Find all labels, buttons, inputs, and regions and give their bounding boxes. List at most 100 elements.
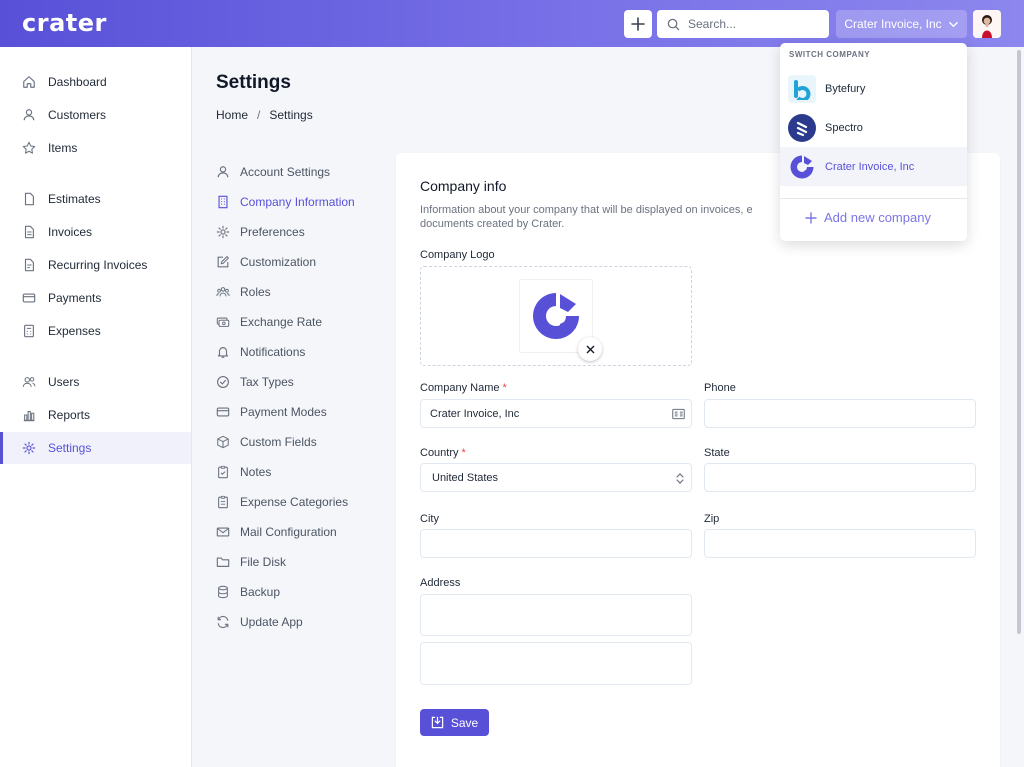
search-box[interactable]	[657, 10, 829, 38]
city-input[interactable]	[420, 529, 692, 558]
settings-menu-roles[interactable]: Roles	[216, 282, 271, 302]
user-avatar[interactable]	[973, 10, 1001, 38]
settings-menu-label: Update App	[240, 615, 303, 629]
settings-menu-exchange-rate[interactable]: Exchange Rate	[216, 312, 322, 332]
settings-menu-custom-fields[interactable]: Custom Fields	[216, 432, 317, 452]
sidebar-item-settings[interactable]: Settings	[0, 432, 191, 464]
sidebar-item-label: Invoices	[48, 225, 93, 239]
sidebar-item-dashboard[interactable]: Dashboard	[0, 66, 191, 98]
app-logo[interactable]: crater	[22, 9, 107, 37]
chart-bar-icon	[23, 410, 35, 422]
breadcrumb: Home / Settings	[216, 108, 313, 122]
settings-menu-label: File Disk	[240, 555, 287, 569]
add-new-company-button[interactable]: Add new company	[805, 210, 931, 225]
plus-icon	[631, 17, 645, 31]
settings-menu-tax-types[interactable]: Tax Types	[216, 372, 294, 392]
breadcrumb-current: Settings	[269, 108, 313, 122]
sidebar-item-users[interactable]: Users	[0, 366, 191, 398]
cube-icon	[217, 435, 229, 449]
sidebar-item-label: Payments	[48, 291, 102, 305]
settings-menu-payment-modes[interactable]: Payment Modes	[216, 402, 327, 422]
phone-input[interactable]	[704, 399, 976, 428]
settings-menu-label: Customization	[240, 255, 317, 269]
top-header: crater Crater Invoice, Inc	[0, 0, 1024, 47]
settings-menu-file-disk[interactable]: File Disk	[216, 552, 286, 572]
document-icon	[24, 192, 34, 206]
company-option-label: Spectro	[825, 121, 863, 134]
zip-input[interactable]	[704, 529, 976, 558]
plus-icon	[805, 211, 817, 224]
user-icon	[23, 109, 35, 121]
settings-menu-company-information[interactable]: Company Information	[216, 192, 355, 212]
settings-menu-customization[interactable]: Customization	[216, 252, 316, 272]
bytefury-logo-icon	[794, 79, 811, 100]
sidebar-item-customers[interactable]: Customers	[0, 99, 191, 131]
spectro-logo-icon	[796, 121, 808, 136]
clipboard-list-icon	[218, 495, 228, 509]
state-input[interactable]	[704, 463, 976, 492]
dropdown-divider	[780, 198, 967, 199]
crater-logo-icon	[790, 155, 814, 178]
add-new-company-label: Add new company	[824, 210, 931, 225]
settings-menu-preferences[interactable]: Preferences	[216, 222, 305, 242]
sidebar-item-reports[interactable]: Reports	[0, 399, 191, 431]
settings-menu-notifications[interactable]: Notifications	[216, 342, 305, 362]
company-switcher-label: Crater Invoice, Inc	[844, 17, 942, 31]
company-switcher-button[interactable]: Crater Invoice, Inc	[836, 10, 967, 38]
company-option-crater-invoice[interactable]: Crater Invoice, Inc	[780, 147, 967, 186]
sidebar-item-items[interactable]: Items	[0, 132, 191, 164]
settings-menu-notes[interactable]: Notes	[216, 462, 271, 482]
calculator-icon	[24, 324, 34, 338]
sidebar-item-expenses[interactable]: Expenses	[0, 315, 191, 347]
company-option-bytefury[interactable]: Bytefury	[780, 69, 967, 108]
home-icon	[23, 76, 35, 88]
company-logo-dropzone[interactable]	[420, 266, 692, 366]
save-button[interactable]: Save	[420, 709, 489, 736]
card-title: Company info	[420, 178, 507, 194]
bytefury-logo	[788, 74, 816, 103]
address-line2-textarea[interactable]	[420, 642, 692, 685]
country-select[interactable]: United States	[420, 463, 692, 492]
settings-menu-label: Mail Configuration	[240, 525, 337, 539]
settings-menu-update-app[interactable]: Update App	[216, 612, 303, 632]
company-name-label: Company Name *	[420, 382, 507, 394]
company-name-value: Crater Invoice, Inc	[430, 407, 520, 420]
avatar-image	[973, 10, 1001, 38]
page-scrollbar[interactable]	[1017, 50, 1021, 634]
sidebar-item-recurring-invoices[interactable]: Recurring Invoices	[0, 249, 191, 281]
breadcrumb-home[interactable]: Home	[216, 108, 249, 122]
settings-menu-mail-configuration[interactable]: Mail Configuration	[216, 522, 337, 542]
users-icon	[22, 377, 36, 387]
settings-menu-label: Notifications	[240, 345, 306, 359]
settings-menu-label: Tax Types	[240, 375, 294, 389]
quick-add-button[interactable]	[624, 10, 652, 38]
refresh-icon	[217, 615, 229, 629]
settings-menu-label: Account Settings	[240, 165, 331, 179]
credit-card-icon	[216, 407, 230, 417]
sidebar-item-label: Recurring Invoices	[48, 258, 148, 272]
cog-icon	[216, 225, 230, 239]
office-building-icon	[218, 195, 228, 209]
cog-icon	[22, 441, 36, 455]
settings-menu-account-settings[interactable]: Account Settings	[216, 162, 330, 182]
address-line1-textarea[interactable]	[420, 594, 692, 636]
chevron-down-icon	[948, 21, 958, 27]
save-icon	[431, 716, 444, 729]
settings-menu-expense-categories[interactable]: Expense Categories	[216, 492, 348, 512]
sidebar-item-invoices[interactable]: Invoices	[0, 216, 191, 248]
settings-menu-label: Roles	[240, 285, 271, 299]
company-option-spectro[interactable]: Spectro	[780, 108, 967, 147]
sidebar-item-estimates[interactable]: Estimates	[0, 183, 191, 215]
settings-menu-backup[interactable]: Backup	[216, 582, 280, 602]
search-input[interactable]	[688, 17, 818, 31]
sidebar-item-payments[interactable]: Payments	[0, 282, 191, 314]
pencil-square-icon	[217, 256, 229, 268]
bell-icon	[217, 347, 229, 358]
company-name-input[interactable]: Crater Invoice, Inc	[420, 399, 692, 428]
folder-icon	[216, 557, 230, 567]
sidebar-item-label: Users	[48, 375, 80, 389]
main-sidebar	[0, 47, 192, 767]
sidebar-item-label: Items	[48, 141, 78, 155]
remove-logo-button[interactable]	[578, 337, 602, 361]
star-icon	[22, 141, 36, 154]
